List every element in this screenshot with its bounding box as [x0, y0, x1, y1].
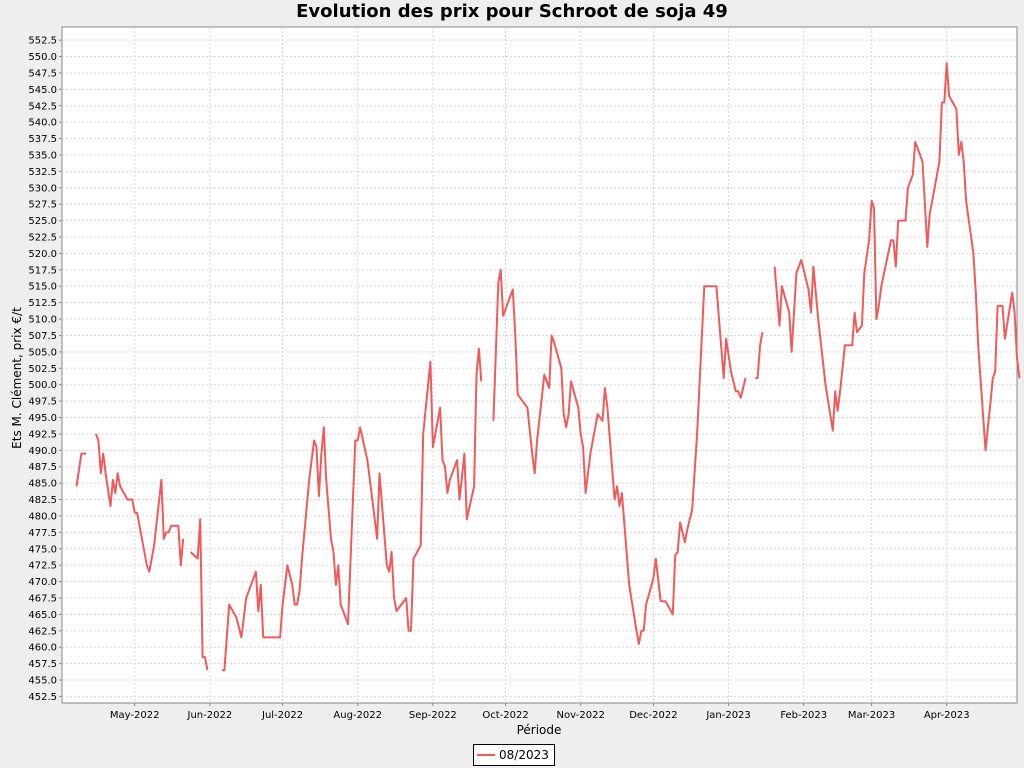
- gridlines: [62, 27, 1017, 703]
- series-line: [755, 332, 764, 380]
- y-tick-label: 490.0: [28, 446, 57, 457]
- y-tick-label: 462.5: [28, 626, 57, 637]
- y-tick-label: 467.5: [28, 593, 57, 604]
- y-tick-label: 457.5: [28, 659, 57, 670]
- y-tick-label: 542.5: [28, 101, 57, 112]
- legend: 08/2023: [473, 744, 555, 766]
- x-axis-label: Période: [517, 723, 562, 737]
- x-tick-label: May-2022: [110, 710, 160, 721]
- x-tick-label: Oct-2022: [482, 710, 528, 721]
- y-tick-label: 515.0: [28, 282, 57, 293]
- x-tick-label: Sep-2022: [409, 710, 457, 721]
- plot-area: [61, 26, 1018, 704]
- y-tick-label: 517.5: [28, 265, 57, 276]
- y-tick-label: 452.5: [28, 692, 57, 703]
- y-tick-label: 470.0: [28, 577, 57, 588]
- x-tick-label: Mar-2023: [848, 710, 895, 721]
- y-tick-label: 547.5: [28, 68, 57, 79]
- y-tick-label: 530.0: [28, 183, 57, 194]
- y-tick-label: 460.0: [28, 643, 57, 654]
- series-line: [75, 452, 87, 487]
- y-tick-label: 492.5: [28, 429, 57, 440]
- x-tick-label: Nov-2022: [557, 710, 605, 721]
- x-tick-label: Feb-2023: [780, 710, 827, 721]
- y-tick-label: 482.5: [28, 495, 57, 506]
- series-line: [222, 347, 483, 672]
- y-tick-label: 505.0: [28, 347, 57, 358]
- legend-swatch: [477, 754, 495, 756]
- x-tick-label: Aug-2022: [333, 710, 382, 721]
- y-tick-label: 512.5: [28, 298, 57, 309]
- y-tick-label: 507.5: [28, 331, 57, 342]
- legend-label: 08/2023: [499, 748, 549, 762]
- y-tick-label: 525.0: [28, 216, 57, 227]
- y-tick-label: 472.5: [28, 561, 57, 572]
- y-axis-label: Ets M. Clément, prix €/t: [10, 307, 24, 449]
- y-tick-label: 527.5: [28, 200, 57, 211]
- chart-title: Evolution des prix pour Schroot de soja …: [296, 1, 728, 22]
- series-line: [773, 62, 1021, 452]
- y-tick-label: 535.0: [28, 150, 57, 161]
- x-tick-label: Jan-2023: [705, 710, 750, 721]
- y-tick-label: 475.0: [28, 544, 57, 555]
- y-tick-label: 500.0: [28, 380, 57, 391]
- y-tick-label: 537.5: [28, 134, 57, 145]
- y-tick-label: 552.5: [28, 36, 57, 47]
- y-tick-label: 497.5: [28, 397, 57, 408]
- series-line: [189, 518, 209, 671]
- y-tick-label: 522.5: [28, 233, 57, 244]
- x-tick-label: Jun-2022: [187, 710, 233, 721]
- y-tick-label: 502.5: [28, 364, 57, 375]
- y-tick-label: 485.0: [28, 479, 57, 490]
- series-group: [75, 62, 1021, 672]
- y-tick-label: 495.0: [28, 413, 57, 424]
- y-tick-label: 532.5: [28, 167, 57, 178]
- y-tick-label: 520.0: [28, 249, 57, 260]
- x-tick-label: Jul-2022: [261, 710, 303, 721]
- y-tick-label: 480.0: [28, 511, 57, 522]
- y-tick-label: 455.0: [28, 676, 57, 687]
- y-tick-label: 545.0: [28, 85, 57, 96]
- y-tick-label: 487.5: [28, 462, 57, 473]
- y-tick-label: 465.0: [28, 610, 57, 621]
- x-axis: May-2022 Jun-2022 Jul-2022 Aug-2022 Sep-2022…: [110, 703, 970, 721]
- y-tick-label: 510.0: [28, 315, 57, 326]
- x-tick-label: Dec-2022: [629, 710, 677, 721]
- series-line: [492, 268, 747, 645]
- y-tick-label: 550.0: [28, 52, 57, 63]
- y-axis: 452.5 455.0 457.5 460.0 462.5 465.0 467.5 470.0…: [28, 36, 62, 703]
- y-tick-label: 477.5: [28, 528, 57, 539]
- x-tick-label: Apr-2023: [924, 710, 970, 721]
- series-line: [94, 433, 185, 573]
- y-tick-label: 540.0: [28, 118, 57, 129]
